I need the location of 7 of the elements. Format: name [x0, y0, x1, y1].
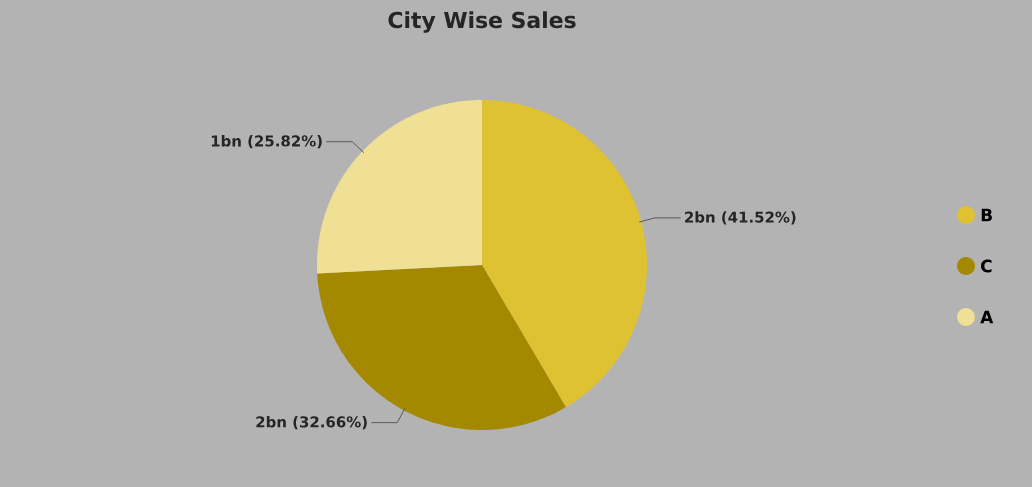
legend-label: B	[981, 208, 992, 222]
legend-label: A	[980, 310, 994, 324]
data-label: 2bn (32.66%)	[256, 415, 367, 430]
chart-title: City Wise Sales	[388, 11, 576, 33]
legend-label: C	[981, 259, 992, 273]
data-label: 2bn (41.52%)	[685, 211, 796, 225]
data-label: 1bn (25.82%)	[211, 135, 322, 149]
